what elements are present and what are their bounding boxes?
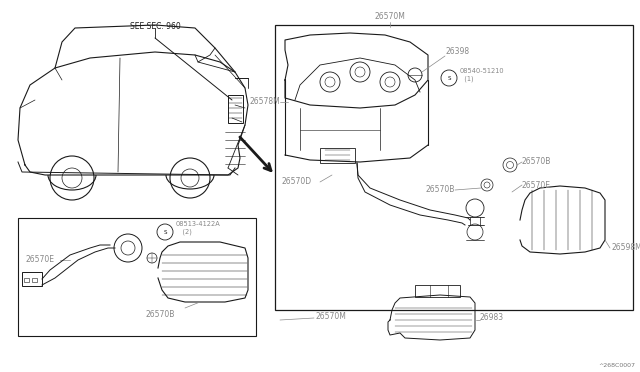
Bar	[22, 272, 42, 286]
Bar	[415, 285, 460, 297]
Text: 26578M: 26578M	[249, 97, 280, 106]
Text: SEE SEC. 960: SEE SEC. 960	[130, 22, 180, 31]
Bar	[275, 25, 633, 310]
Text: 26983: 26983	[480, 314, 504, 323]
Text: 26570B: 26570B	[426, 186, 455, 195]
Text: 26570B: 26570B	[522, 157, 552, 167]
Bar	[320, 148, 355, 163]
Text: 26398: 26398	[445, 48, 469, 57]
Bar	[18, 218, 256, 336]
Bar	[24, 278, 29, 282]
Text: 08513-4122A
   (2): 08513-4122A (2)	[176, 221, 221, 235]
Text: ^268C0007: ^268C0007	[598, 363, 635, 368]
Text: 08540-51210
  (1): 08540-51210 (1)	[460, 68, 504, 82]
Text: S: S	[447, 76, 451, 80]
Text: S: S	[163, 230, 167, 234]
Text: 26570B: 26570B	[145, 310, 175, 319]
Text: 26598M: 26598M	[612, 244, 640, 253]
Bar	[228, 95, 243, 123]
Text: 26570E: 26570E	[25, 256, 54, 264]
Text: 26570M: 26570M	[374, 12, 405, 21]
Text: 26570M: 26570M	[315, 312, 346, 321]
Text: 26570E: 26570E	[522, 180, 551, 189]
Bar	[32, 278, 37, 282]
Text: 26570D: 26570D	[282, 177, 312, 186]
